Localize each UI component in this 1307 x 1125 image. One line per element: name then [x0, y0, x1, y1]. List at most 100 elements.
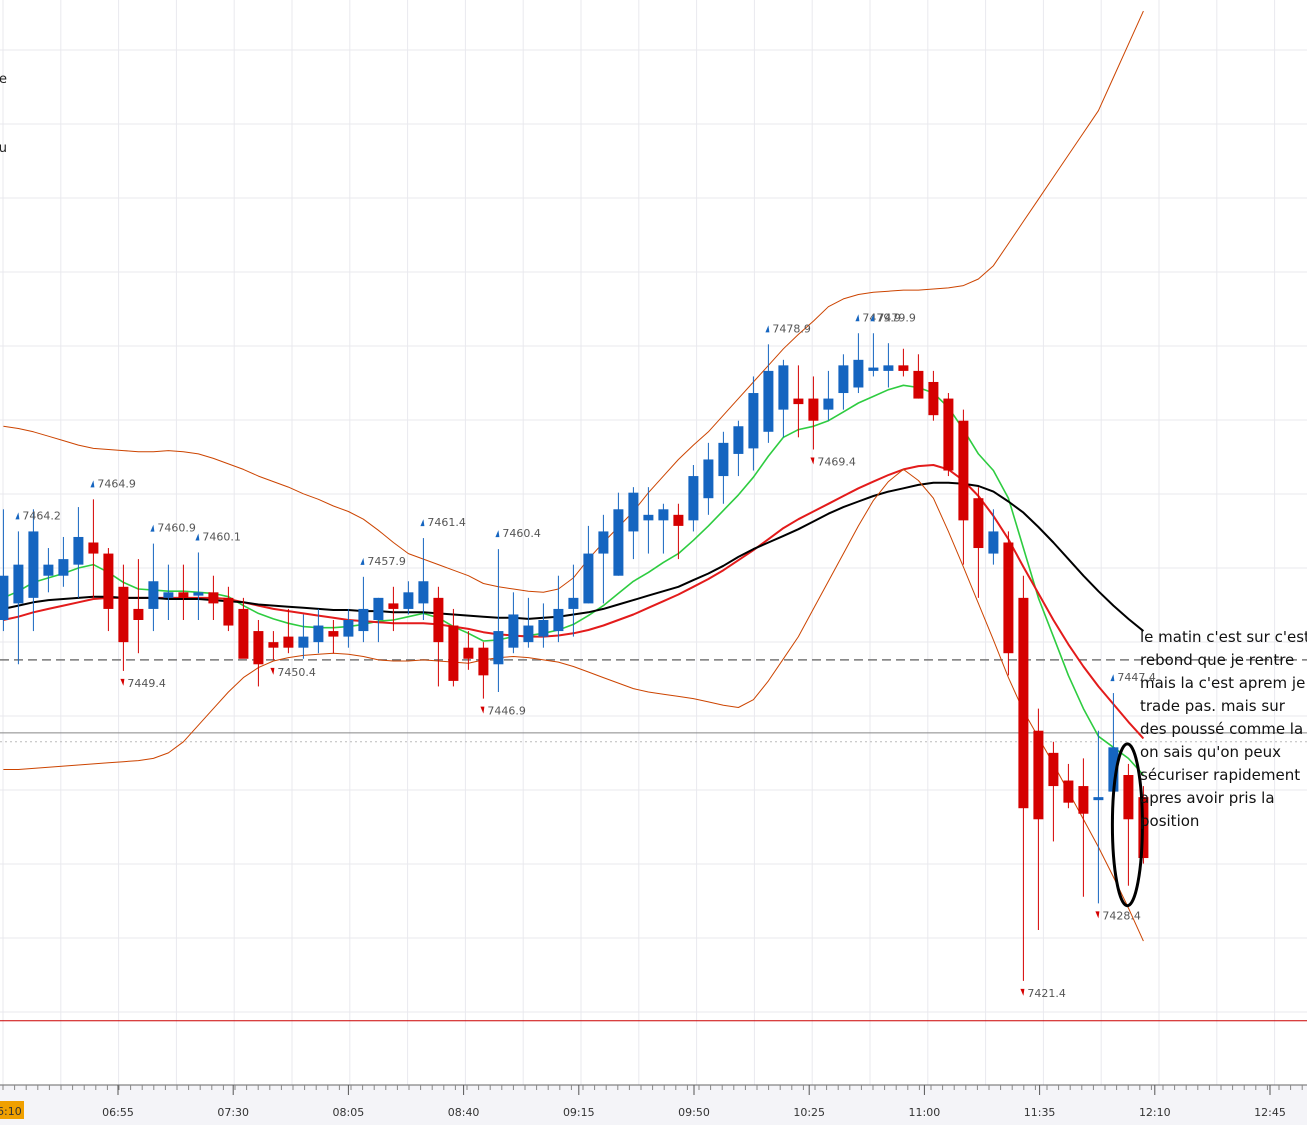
candle	[538, 603, 549, 648]
candle	[73, 507, 84, 598]
candle	[313, 608, 324, 654]
candle	[448, 608, 459, 687]
price-label-text: 7460.1	[202, 530, 241, 543]
candle-body	[673, 514, 684, 526]
x-axis-tick-label: 09:15	[563, 1106, 595, 1119]
candle	[373, 597, 384, 643]
candle-body	[703, 459, 714, 499]
candle-body	[388, 603, 399, 609]
price-label-low: 7446.9	[480, 705, 526, 718]
candle-body	[883, 365, 894, 371]
candle-body	[133, 608, 144, 620]
candle	[568, 564, 579, 637]
candle	[553, 575, 564, 643]
candle	[703, 442, 714, 515]
candle-body	[238, 608, 249, 659]
candle-body	[853, 359, 864, 388]
candle-body	[88, 542, 99, 554]
candle-body	[43, 564, 54, 576]
price-label-high: 7460.9	[150, 522, 196, 535]
candle-body	[253, 631, 264, 665]
price-label-text: 7446.9	[487, 705, 526, 718]
price-label-text: 7447.4	[1117, 671, 1156, 684]
instrument-frame-text-2: yu	[0, 141, 7, 156]
price-label-text: 7464.9	[97, 477, 135, 490]
x-axis-tick-label: 11:00	[909, 1106, 941, 1119]
candle-body	[1048, 752, 1059, 787]
candle-body	[748, 393, 759, 449]
price-label-high: 7478.9	[765, 322, 811, 335]
candle	[838, 354, 849, 410]
candle-body	[523, 625, 534, 643]
x-axis-tick-label: 07:30	[217, 1106, 249, 1119]
x-axis-tick-label: 08:40	[448, 1106, 480, 1119]
x-axis-tick-label: 09:50	[678, 1106, 710, 1119]
candle	[748, 376, 759, 471]
grid	[0, 0, 1307, 1085]
x-axis-band	[0, 1085, 1307, 1125]
candle	[1123, 763, 1134, 886]
candle-body	[838, 365, 849, 394]
high-arrow-icon	[150, 524, 155, 532]
candle	[328, 620, 339, 654]
candle	[823, 370, 834, 421]
candle	[283, 608, 294, 654]
candle	[418, 538, 429, 620]
low-arrow-icon	[1020, 988, 1025, 996]
candle	[388, 586, 399, 632]
candle	[943, 393, 954, 477]
high-arrow-icon	[855, 314, 860, 322]
candle-body	[478, 647, 489, 676]
candle-body	[58, 559, 69, 576]
candle-body	[13, 564, 24, 604]
price-label-text: 7464.2	[22, 509, 61, 522]
price-label-low: 7421.4	[1020, 987, 1066, 1000]
candle	[1018, 575, 1029, 981]
candle-body	[1078, 786, 1089, 814]
candle-body	[868, 367, 879, 371]
candle	[13, 531, 24, 665]
high-arrow-icon	[195, 533, 200, 541]
candle	[793, 365, 804, 438]
candle	[1093, 730, 1104, 904]
candle	[958, 409, 969, 565]
x-axis-tick-label: 08:05	[333, 1106, 365, 1119]
candle-body	[538, 620, 549, 637]
price-label-text: 7479.9	[877, 311, 916, 324]
price-label-low: 7469.4	[810, 456, 856, 469]
candle-body	[733, 426, 744, 454]
candle	[718, 431, 729, 504]
candle	[88, 499, 99, 598]
candle	[898, 348, 909, 377]
candle-body	[1123, 775, 1134, 820]
candle-body	[1018, 597, 1029, 809]
candle-body	[718, 442, 729, 477]
candle	[1033, 708, 1044, 930]
candle-body	[1033, 730, 1044, 820]
price-label-low: 7428.4	[1095, 909, 1141, 922]
candle	[163, 564, 174, 620]
high-low-labels: 7464.2 7464.9 7449.4 7460.9 7460.1 7450.4 7457…	[15, 311, 1156, 1000]
high-arrow-icon	[765, 325, 770, 333]
high-arrow-icon	[495, 530, 500, 538]
candle-body	[1093, 797, 1104, 801]
candle	[193, 552, 204, 620]
candle-body	[913, 370, 924, 399]
candle	[343, 608, 354, 648]
candle	[973, 487, 984, 598]
candle-body	[433, 597, 444, 643]
price-label-high: 7457.9	[360, 555, 406, 568]
candle-body	[823, 398, 834, 410]
candle	[268, 631, 279, 660]
candle-body	[208, 592, 219, 604]
price-label-text: 7421.4	[1027, 987, 1066, 1000]
price-label-high: 7464.2	[15, 509, 61, 522]
price-label-text: 7461.4	[427, 516, 466, 529]
candle-body	[643, 514, 654, 521]
x-axis-first-label: 6:10	[0, 1105, 22, 1118]
candle	[628, 487, 639, 560]
candle	[613, 492, 624, 576]
price-label-low: 7449.4	[120, 677, 166, 690]
